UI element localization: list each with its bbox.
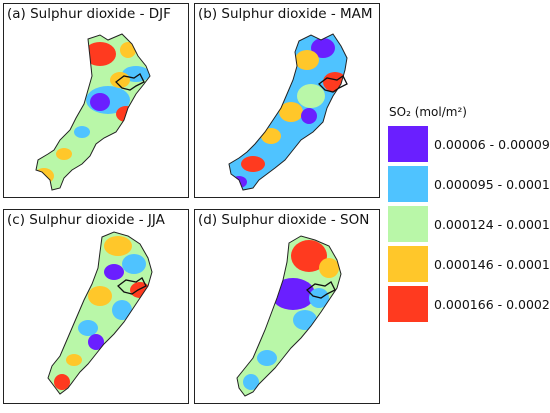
map-panel-mam: (b) Sulphur dioxide - MAM — [194, 3, 380, 198]
legend-item: 0.000095 - 0.000123 — [388, 165, 550, 203]
panel-title: (b) Sulphur dioxide - MAM — [198, 6, 373, 22]
legend-swatch — [388, 166, 428, 202]
map-panel-jja: (c) Sulphur dioxide - JJA — [3, 209, 189, 404]
legend-label: 0.000146 - 0.000165 — [434, 256, 550, 272]
panel-title: (d) Sulphur dioxide - SON — [198, 212, 370, 228]
legend-label: 0.00006 - 0.000094 — [434, 136, 550, 152]
map-jja — [47, 231, 153, 395]
legend-swatch — [388, 206, 428, 242]
map-son — [236, 235, 342, 397]
legend-label: 0.000166 - 0.000202 — [434, 296, 550, 312]
panel-title: (c) Sulphur dioxide - JJA — [7, 212, 165, 228]
legend-item: 0.000146 - 0.000165 — [388, 245, 550, 283]
legend-swatch — [388, 286, 428, 322]
map-panel-djf: (a) Sulphur dioxide - DJF — [3, 3, 189, 198]
legend-item: 0.000166 - 0.000202 — [388, 285, 550, 323]
map-mam — [228, 33, 348, 191]
panel-title: (a) Sulphur dioxide - DJF — [7, 6, 171, 22]
legend-swatch — [388, 126, 428, 162]
legend-label: 0.000095 - 0.000123 — [434, 176, 550, 192]
legend-item: 0.000124 - 0.000145 — [388, 205, 550, 243]
legend-swatch — [388, 246, 428, 282]
map-djf — [35, 33, 151, 191]
map-panel-son: (d) Sulphur dioxide - SON — [194, 209, 380, 404]
legend-title: SO₂ (mol/m²) — [389, 105, 467, 119]
legend-label: 0.000124 - 0.000145 — [434, 216, 550, 232]
legend-item: 0.00006 - 0.000094 — [388, 125, 550, 163]
legend: SO₂ (mol/m²) 0.00006 - 0.000094 0.000095… — [388, 105, 550, 325]
